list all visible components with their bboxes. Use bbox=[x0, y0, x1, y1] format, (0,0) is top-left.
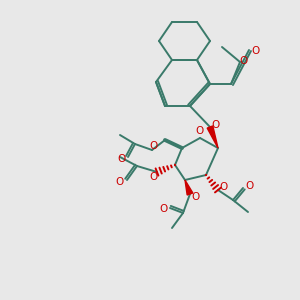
Text: O: O bbox=[149, 141, 157, 151]
Text: O: O bbox=[116, 177, 124, 187]
Polygon shape bbox=[207, 126, 218, 148]
Polygon shape bbox=[185, 180, 193, 195]
Text: O: O bbox=[252, 46, 260, 56]
Text: O: O bbox=[196, 126, 204, 136]
Text: O: O bbox=[219, 182, 227, 192]
Text: O: O bbox=[191, 192, 199, 202]
Text: O: O bbox=[118, 154, 126, 164]
Text: O: O bbox=[246, 181, 254, 191]
Text: O: O bbox=[149, 172, 157, 182]
Text: O: O bbox=[211, 120, 219, 130]
Text: O: O bbox=[159, 204, 167, 214]
Text: O: O bbox=[240, 56, 248, 66]
